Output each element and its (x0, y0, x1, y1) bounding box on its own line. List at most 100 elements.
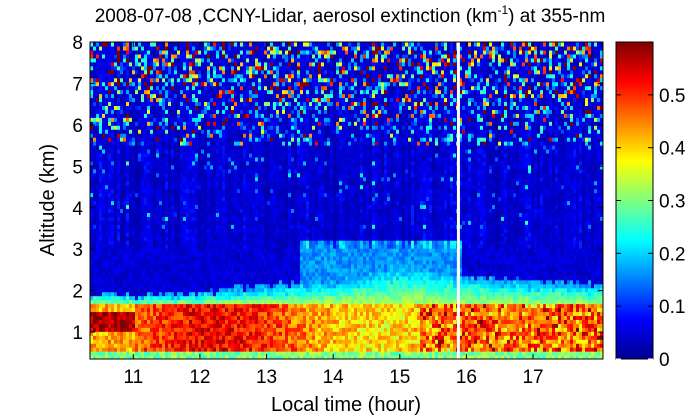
heatmap-cell (177, 93, 181, 99)
heatmap-cell (201, 89, 205, 95)
heatmap-cell (192, 224, 196, 229)
heatmap-cell (135, 236, 139, 241)
heatmap-cell (90, 57, 94, 63)
heatmap-cell (273, 93, 277, 99)
heatmap-cell (123, 259, 127, 265)
heatmap-cell (192, 148, 196, 154)
heatmap-cell (108, 117, 112, 122)
heatmap-cell (213, 184, 217, 190)
heatmap-cell (138, 287, 142, 293)
heatmap-cell (213, 180, 217, 186)
heatmap-cell (264, 323, 268, 328)
heatmap-cell (222, 81, 226, 87)
heatmap-cell (216, 335, 220, 340)
heatmap-cell (231, 137, 235, 142)
heatmap-cell (243, 267, 247, 273)
heatmap-cell (204, 77, 208, 83)
heatmap-cell (150, 287, 154, 293)
heatmap-cell (180, 275, 184, 281)
heatmap-cell (231, 85, 235, 91)
heatmap-cell (99, 339, 103, 344)
heatmap-cell (144, 307, 148, 313)
heatmap-cell (90, 315, 94, 320)
heatmap-cell (186, 113, 190, 118)
heatmap-cell (162, 287, 166, 293)
heatmap-cell (222, 319, 226, 324)
heatmap-cell (246, 216, 250, 221)
heatmap-cell (240, 240, 244, 245)
heatmap-cell (231, 323, 235, 328)
heatmap-cell (246, 180, 250, 186)
heatmap-cell (276, 279, 280, 285)
heatmap-cell (225, 137, 229, 142)
heatmap-cell (120, 125, 124, 130)
heatmap-cell (93, 311, 97, 317)
heatmap-cell (237, 137, 241, 142)
heatmap-cell (204, 252, 208, 257)
heatmap-cell (138, 109, 142, 114)
heatmap-cell (252, 101, 256, 106)
heatmap-cell (177, 137, 181, 142)
heatmap-cell (102, 263, 106, 269)
heatmap-cell (213, 200, 217, 206)
heatmap-cell (93, 180, 97, 186)
heatmap-cell (159, 101, 163, 106)
heatmap-cell (192, 184, 196, 190)
heatmap-cell (90, 89, 94, 95)
heatmap-cell (180, 69, 184, 75)
heatmap-cell (225, 192, 229, 198)
heatmap-cell (204, 208, 208, 213)
heatmap-cell (135, 168, 139, 174)
heatmap-cell (147, 343, 151, 348)
heatmap-cell (240, 156, 244, 162)
heatmap-cell (186, 331, 190, 336)
heatmap-cell (219, 89, 223, 95)
heatmap-cell (123, 196, 127, 202)
heatmap-cell (219, 69, 223, 75)
heatmap-cell (153, 113, 157, 118)
heatmap-cell (234, 73, 238, 79)
heatmap-cell (102, 152, 106, 158)
heatmap-cell (243, 49, 247, 55)
heatmap-cell (249, 319, 253, 324)
heatmap-cell (96, 42, 100, 47)
heatmap-cell (267, 164, 271, 170)
heatmap-cell (129, 156, 133, 162)
heatmap-cell (231, 311, 235, 317)
heatmap-cell (255, 327, 259, 332)
heatmap-cell (204, 85, 208, 91)
heatmap-cell (261, 347, 265, 352)
heatmap-cell (189, 220, 193, 225)
heatmap-cell (153, 85, 157, 91)
heatmap-cell (147, 259, 151, 265)
heatmap-cell (249, 42, 253, 47)
heatmap-cell (183, 351, 187, 356)
heatmap-cell (219, 339, 223, 344)
heatmap-cell (258, 164, 262, 170)
heatmap-cell (207, 133, 211, 138)
heatmap-cell (249, 65, 253, 71)
heatmap-cell (105, 255, 109, 261)
heatmap-cell (174, 61, 178, 67)
heatmap-cell (135, 311, 139, 317)
heatmap-cell (132, 291, 136, 297)
heatmap-cell (219, 113, 223, 118)
heatmap-cell (261, 97, 265, 103)
heatmap-cell (183, 152, 187, 158)
heatmap-cell (198, 129, 202, 134)
heatmap-cell (186, 125, 190, 130)
heatmap-cell (96, 168, 100, 174)
heatmap-cell (135, 271, 139, 277)
heatmap-cell (186, 89, 190, 95)
heatmap-cell (198, 220, 202, 225)
heatmap-cell (129, 113, 133, 118)
heatmap-cell (162, 85, 166, 91)
heatmap-cell (144, 164, 148, 170)
heatmap-cell (231, 145, 235, 150)
heatmap-cell (273, 164, 277, 170)
heatmap-cell (270, 148, 274, 154)
heatmap-cell (105, 319, 109, 324)
heatmap-cell (183, 331, 187, 336)
heatmap-cell (156, 299, 160, 305)
heatmap-cell (93, 109, 97, 114)
